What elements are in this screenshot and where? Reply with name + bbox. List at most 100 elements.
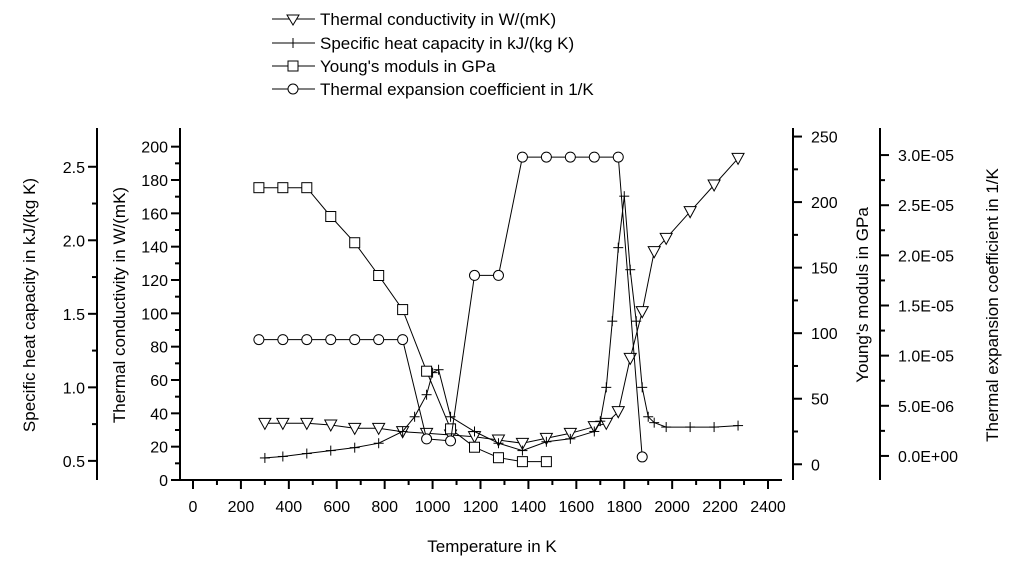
data-point	[493, 438, 504, 449]
legend-label-youngs-modulus: Young's moduls in GPa	[320, 57, 496, 76]
data-point	[611, 406, 626, 419]
y-tick-label: 200	[811, 195, 838, 212]
x-tick-label: 2400	[750, 499, 786, 516]
x-tick-label: 1200	[463, 499, 499, 516]
legend: Thermal conductivity in W/(mK) Specific …	[272, 10, 594, 99]
x-tick-label: 1800	[606, 499, 642, 516]
data-point	[259, 452, 270, 463]
data-point	[349, 237, 361, 249]
y-tick-label: 0	[811, 457, 820, 474]
data-point	[612, 151, 624, 163]
data-point	[647, 246, 662, 259]
y-tick-label: 140	[141, 240, 168, 257]
data-point	[469, 441, 481, 453]
data-point	[659, 232, 674, 246]
y-tick-label: 60	[150, 373, 168, 390]
y-axis-youngs-modulus: 0 50 100 150 200 250 Young's moduls in GPa	[792, 128, 872, 480]
data-point	[325, 445, 336, 456]
plot-area	[253, 151, 745, 468]
y-tick-label: 150	[811, 261, 838, 278]
data-point	[397, 304, 409, 316]
data-point	[347, 422, 362, 436]
data-point	[445, 423, 457, 435]
y-tick-label: 120	[141, 273, 168, 290]
data-point	[649, 417, 660, 428]
data-point	[731, 152, 745, 166]
x-tick-label: 200	[228, 499, 255, 516]
y-tick-label: 100	[141, 306, 168, 323]
data-point	[707, 179, 721, 193]
data-point	[469, 269, 481, 281]
legend-square-marker	[287, 60, 299, 72]
data-point	[276, 417, 290, 431]
data-point	[683, 206, 697, 219]
y-axis-specific-heat: 0.5 1.0 1.5 2.0 2.5 Specific heat capacity in…	[20, 128, 98, 480]
legend-label-specific-heat: Specific heat capacity in kJ/(kg K)	[320, 34, 574, 53]
data-point	[277, 334, 289, 346]
y-tick-label: 2.0	[63, 233, 85, 250]
y-axis-title-youngs-modulus: Young's moduls in GPa	[853, 207, 872, 383]
data-point	[564, 151, 576, 163]
data-point	[277, 451, 288, 462]
data-point	[637, 382, 648, 393]
data-point	[599, 417, 614, 431]
y-tick-label: 80	[150, 340, 168, 357]
legend-label-thermal-conductivity: Thermal conductivity in W/(mK)	[320, 10, 556, 29]
data-point	[516, 456, 528, 468]
data-point	[623, 352, 638, 366]
data-point	[540, 456, 552, 468]
data-point	[635, 306, 650, 319]
data-point	[258, 417, 272, 431]
series-youngs-modulus	[253, 182, 552, 468]
data-point	[325, 334, 337, 346]
y-tick-label: 0.0E+00	[898, 449, 958, 466]
data-point	[325, 211, 337, 223]
y-tick-label: 40	[150, 406, 168, 423]
x-tick-label: 600	[323, 499, 350, 516]
y-tick-label: 1.5E-05	[898, 299, 954, 316]
data-point	[409, 411, 420, 422]
data-point	[253, 182, 265, 194]
legend-circle-marker	[287, 83, 299, 95]
legend-entry-thermal-conductivity: Thermal conductivity in W/(mK)	[272, 10, 556, 29]
legend-entry-youngs-modulus: Young's moduls in GPa	[272, 57, 496, 76]
data-point	[492, 452, 504, 464]
x-tick-label: 400	[275, 499, 302, 516]
y-tick-label: 1.0	[63, 380, 85, 397]
data-point	[636, 451, 648, 463]
data-point	[613, 242, 624, 253]
y-tick-label: 2.5	[63, 160, 85, 177]
data-point	[299, 417, 314, 431]
data-point	[589, 426, 600, 437]
x-tick-label: 2200	[702, 499, 738, 516]
data-point	[469, 426, 480, 437]
data-point	[601, 382, 612, 393]
data-point	[433, 364, 444, 375]
y-tick-label: 20	[150, 440, 168, 457]
data-point	[631, 316, 642, 327]
data-point	[373, 438, 384, 449]
y-tick-label: 50	[811, 392, 829, 409]
legend-label-thermal-expansion: Thermal expansion coefficient in 1/K	[320, 80, 594, 99]
x-tick-label: 0	[189, 499, 198, 516]
data-point	[277, 182, 289, 194]
y-tick-label: 180	[141, 173, 168, 190]
y-tick-label: 0.5	[63, 454, 85, 471]
data-point	[643, 411, 654, 422]
data-point	[588, 151, 600, 163]
y-tick-label: 2.0E-05	[898, 248, 954, 265]
y-tick-label: 200	[141, 140, 168, 157]
data-point	[421, 365, 433, 377]
x-tick-label: 1000	[415, 499, 451, 516]
data-point	[349, 334, 361, 346]
data-point	[540, 151, 552, 163]
y-axis-title-specific-heat: Specific heat capacity in kJ/(kg K)	[20, 178, 39, 432]
data-point	[661, 422, 672, 433]
series-line	[264, 157, 739, 444]
data-point	[323, 419, 338, 433]
data-point	[517, 445, 528, 456]
x-axis: 0 200 400 600 800 1000 1200 1400 1600 1800 2000 220…	[180, 479, 786, 516]
data-point	[516, 151, 528, 163]
x-tick-label: 800	[371, 499, 398, 516]
